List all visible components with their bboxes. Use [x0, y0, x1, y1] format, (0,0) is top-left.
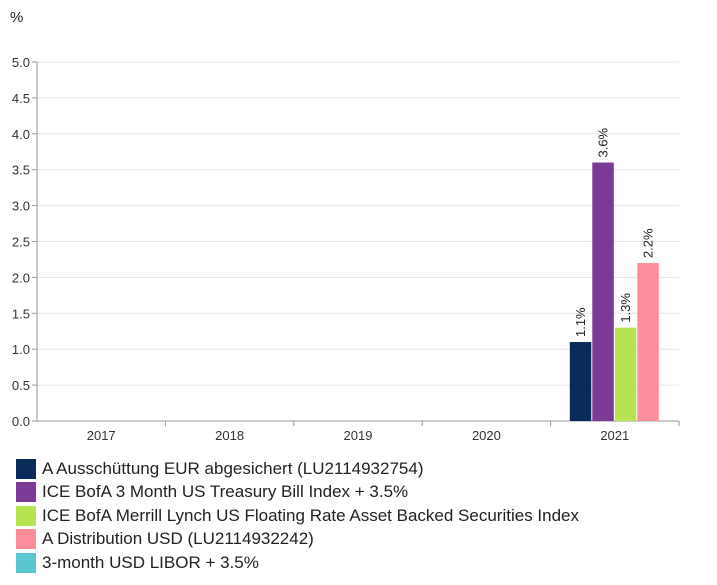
- legend-item[interactable]: 3-month USD LIBOR + 3.5%: [16, 551, 579, 575]
- legend-label: ICE BofA 3 Month US Treasury Bill Index …: [42, 482, 409, 502]
- legend-swatch: [16, 529, 36, 550]
- legend-item[interactable]: A Distribution USD (LU2114932242): [16, 528, 579, 552]
- y-tick-label: 4.0: [12, 127, 30, 142]
- x-tick-label: 2018: [215, 428, 244, 443]
- y-tick-label: 1.5: [12, 306, 30, 321]
- chart-legend: A Ausschüttung EUR abgesichert (LU211493…: [16, 457, 579, 575]
- y-tick-label: 4.5: [12, 91, 30, 106]
- y-tick-label: 2.5: [12, 235, 30, 250]
- y-tick-label: 0.5: [12, 378, 30, 393]
- legend-label: A Distribution USD (LU2114932242): [42, 529, 314, 549]
- legend-swatch: [16, 458, 36, 479]
- data-label: 3.6%: [596, 127, 611, 157]
- x-tick-label: 2020: [472, 428, 501, 443]
- legend-item[interactable]: ICE BofA Merrill Lynch US Floating Rate …: [16, 504, 579, 528]
- bar: [614, 327, 637, 421]
- x-tick-label: 2019: [344, 428, 373, 443]
- x-tick-label: 2021: [600, 428, 629, 443]
- legend-swatch: [16, 552, 36, 573]
- y-tick-label: 3.5: [12, 163, 30, 178]
- legend-swatch: [16, 482, 36, 503]
- bar: [637, 263, 659, 421]
- legend-swatch: [16, 505, 36, 526]
- bar: [569, 342, 592, 421]
- legend-label: ICE BofA Merrill Lynch US Floating Rate …: [42, 505, 580, 525]
- data-label: 1.1%: [573, 307, 588, 337]
- y-tick-label: 3.0: [12, 199, 30, 214]
- data-label: 1.3%: [618, 293, 633, 323]
- y-tick-label: 5.0: [12, 55, 30, 70]
- x-tick-label: 2017: [87, 428, 116, 443]
- legend-label: 3-month USD LIBOR + 3.5%: [42, 552, 259, 572]
- bar: [592, 162, 614, 421]
- legend-item[interactable]: A Ausschüttung EUR abgesichert (LU211493…: [16, 457, 579, 481]
- y-tick-label: 0.0: [12, 414, 30, 429]
- bar-chart: 0.0 0.5 1.0 1.5 2.0 2.5 3.0 3.5 4.0 4.5 5.0 2017 201…: [12, 55, 680, 443]
- data-label: 2.2%: [641, 228, 656, 258]
- legend-label: A Ausschüttung EUR abgesichert (LU211493…: [42, 458, 424, 478]
- legend-item[interactable]: ICE BofA 3 Month US Treasury Bill Index …: [16, 481, 579, 505]
- y-tick-label: 2.0: [12, 270, 30, 285]
- y-axis-label: %: [10, 9, 24, 26]
- y-tick-label: 1.0: [12, 342, 30, 357]
